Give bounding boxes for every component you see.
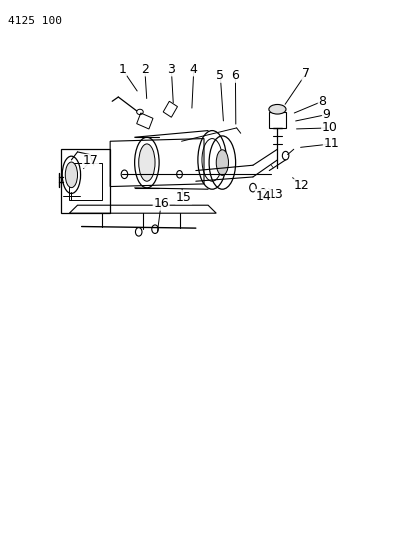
Text: 15: 15 — [176, 191, 191, 204]
Text: 6: 6 — [231, 69, 239, 82]
Text: 7: 7 — [302, 67, 310, 80]
Text: 3: 3 — [167, 63, 175, 76]
Ellipse shape — [139, 144, 155, 181]
Text: 2: 2 — [141, 63, 149, 76]
Text: 9: 9 — [322, 108, 330, 121]
Text: 4: 4 — [190, 63, 198, 76]
Text: 12: 12 — [294, 179, 310, 192]
Ellipse shape — [216, 150, 228, 175]
Text: 16: 16 — [153, 197, 169, 210]
Text: 5: 5 — [216, 69, 224, 82]
Text: 10: 10 — [322, 122, 337, 134]
Text: 17: 17 — [83, 155, 98, 167]
Text: 13: 13 — [268, 188, 283, 201]
Text: 4125 100: 4125 100 — [8, 16, 62, 26]
Text: 8: 8 — [318, 95, 326, 108]
Text: 11: 11 — [324, 138, 339, 150]
Ellipse shape — [269, 104, 286, 114]
Text: 1: 1 — [118, 63, 126, 76]
Text: 14: 14 — [255, 190, 271, 203]
Ellipse shape — [65, 162, 78, 188]
